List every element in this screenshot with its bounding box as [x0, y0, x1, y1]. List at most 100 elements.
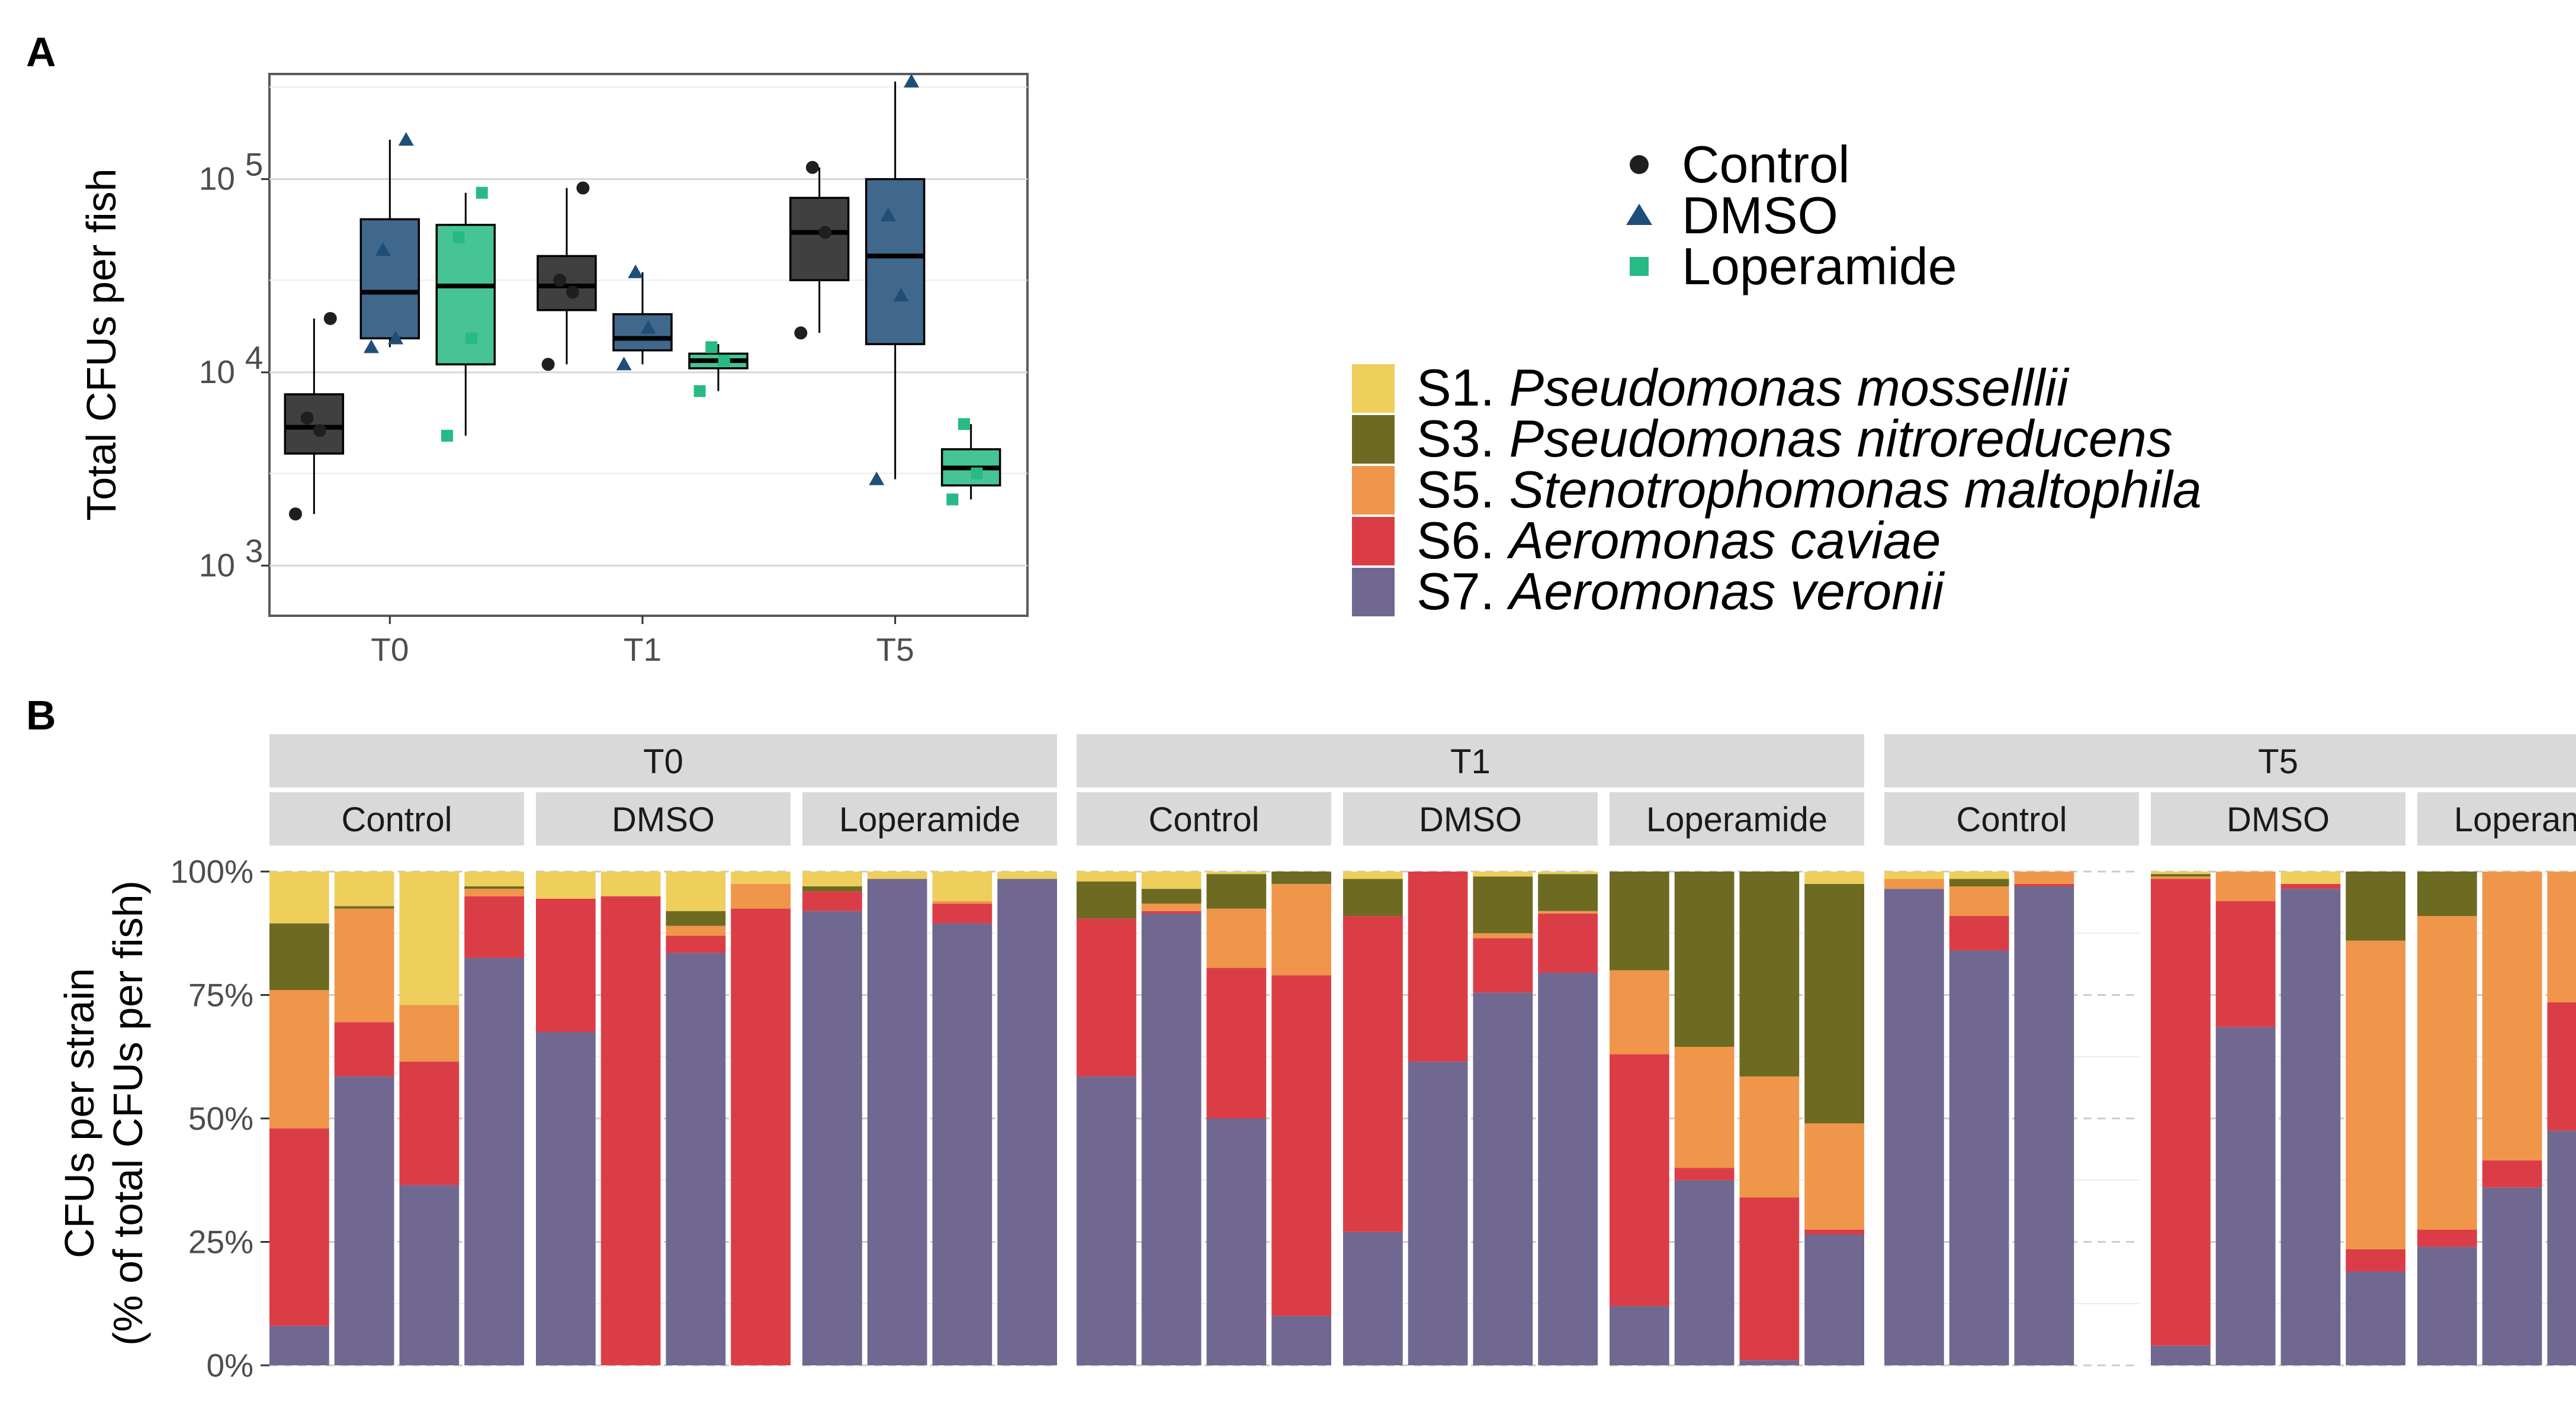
data-point [958, 418, 970, 430]
y-tick-label: 100% [170, 853, 253, 890]
facet-t5-dmso: DMSO [2151, 792, 2405, 1367]
bar-fish-2 [1674, 872, 1735, 1365]
segment-s7 [1610, 1306, 1669, 1365]
x-tick-label: T5 [876, 631, 914, 668]
bar-fish-4 [1271, 872, 1331, 1365]
legend-key-circle [1630, 155, 1649, 174]
y-tick-exponent: 4 [245, 339, 264, 376]
segment-s3 [1739, 872, 1800, 1077]
data-point [476, 187, 488, 199]
data-point [818, 226, 832, 239]
bar-fish-4 [731, 872, 791, 1365]
segment-s5 [2151, 876, 2211, 879]
facet-t0: T0 Control DMSO Loperamide [269, 734, 1057, 1367]
segment-s1 [2281, 872, 2341, 884]
strip-treatment [2417, 792, 2576, 845]
segment-s6 [600, 896, 661, 1365]
segment-s3 [1674, 872, 1735, 1047]
bar-fish-1 [2151, 872, 2211, 1365]
data-point [375, 242, 391, 256]
segment-s7 [269, 1326, 329, 1365]
segment-s6 [1473, 938, 1533, 993]
y-tick-label: 25% [188, 1224, 253, 1261]
y-tick-label: 10 [199, 160, 235, 197]
segment-s3 [1538, 874, 1598, 911]
facet-t1-control: Control [1077, 792, 1331, 1367]
segment-s3 [666, 911, 726, 926]
bar-fish-3 [1206, 872, 1267, 1365]
legend-item-s7: S7. Aeromonas veronii [1352, 562, 1945, 621]
segment-s7 [1739, 1360, 1800, 1365]
legend-swatch [1352, 517, 1395, 565]
segment-s3 [2417, 872, 2477, 917]
segment-s6 [2346, 1249, 2405, 1272]
segment-s6 [2014, 883, 2074, 887]
segment-s1 [2151, 872, 2211, 875]
data-point [323, 311, 337, 325]
segment-s7 [1206, 1118, 1267, 1365]
legend-strain-id: S6. [1417, 511, 1509, 570]
bar-fish-1 [1077, 872, 1136, 1365]
strip-treatment-label: DMSO [2227, 800, 2330, 839]
segment-s1 [997, 872, 1057, 879]
segment-s7 [1884, 889, 1944, 1365]
segment-s6 [2482, 1160, 2542, 1188]
data-point [300, 411, 314, 425]
segment-s5 [269, 990, 329, 1129]
data-point [893, 288, 909, 302]
strip-treatment-label: Control [1957, 800, 2067, 839]
legend-strain-id: S1. [1417, 358, 1509, 417]
segment-s1 [1206, 872, 1267, 875]
box-dmso-t5 [865, 73, 926, 486]
segment-s7 [2014, 886, 2074, 1365]
segment-s5 [731, 883, 791, 909]
data-point [398, 131, 414, 146]
bar-fish-3 [2281, 872, 2341, 1365]
segment-s6 [536, 898, 596, 1033]
strip-timepoint-label: T5 [2258, 742, 2298, 781]
segment-s1 [1884, 872, 1944, 879]
bar-fish-1 [802, 872, 862, 1365]
box-loperamide-t1 [688, 341, 749, 397]
segment-s6 [802, 891, 862, 911]
legend-swatch [1352, 415, 1395, 464]
segment-s6 [1077, 918, 1136, 1077]
data-point [313, 424, 327, 438]
box-iqr [359, 218, 420, 340]
panel-b-y-ticks: 0% 25% 50% 75% 100% [170, 853, 269, 1384]
legend-label: S7. Aeromonas veronii [1417, 562, 1945, 621]
data-point [566, 285, 579, 299]
segment-s7 [1949, 950, 2009, 1365]
data-point [693, 385, 706, 397]
bar-fish-3 [2547, 872, 2576, 1365]
segment-s7 [334, 1076, 394, 1365]
segment-s1 [334, 872, 394, 906]
legend-item-dmso: DMSO [1626, 186, 1838, 245]
legend-species-name: Stenotrophomonas maltophila [1509, 460, 2202, 519]
facet-t0-loperamide: Loperamide [802, 792, 1057, 1367]
segment-s1 [1949, 872, 2009, 879]
segment-s5 [2482, 872, 2542, 1160]
segment-s7 [666, 953, 726, 1365]
panel-b-facets: T0 Control DMSO Loperamide T1 Control DMSO Lope… [269, 734, 2576, 1367]
segment-s5 [1884, 879, 1944, 889]
y-tick-label: 10 [199, 546, 235, 583]
facet-t1-dmso: DMSO [1343, 792, 1598, 1367]
segment-s3 [1804, 883, 1864, 1124]
facet-t0-control: Control [269, 792, 524, 1367]
segment-s3 [2346, 872, 2405, 941]
strip-treatment-label: Loperamide [839, 800, 1020, 839]
segment-s7 [1141, 913, 1202, 1365]
segment-s5 [1739, 1076, 1800, 1198]
segment-s6 [2417, 1229, 2477, 1247]
legend-item-s6: S6. Aeromonas caviae [1352, 511, 1941, 570]
strip-treatment [536, 792, 791, 845]
legend-label: DMSO [1682, 186, 1838, 245]
data-point [705, 341, 718, 353]
segment-s3 [1343, 879, 1403, 917]
x-tick-label: T0 [371, 631, 409, 668]
segment-s5 [932, 901, 993, 904]
segment-s1 [399, 872, 460, 1005]
segment-s6 [399, 1062, 460, 1185]
